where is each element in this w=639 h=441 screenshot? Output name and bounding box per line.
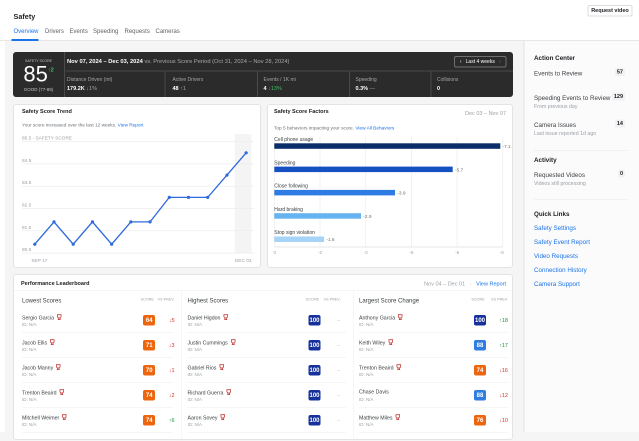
svg-text:0: 0 — [274, 250, 277, 255]
svg-text:-2: -2 — [318, 250, 322, 255]
svg-text:81.5: 81.5 — [22, 225, 32, 231]
svg-text:Close following: Close following — [274, 184, 308, 190]
svg-text:84.5: 84.5 — [22, 158, 32, 164]
svg-text:DEC 03: DEC 03 — [235, 258, 252, 264]
svg-text:80.5: 80.5 — [22, 247, 32, 253]
svg-text:-7.1: -7.1 — [503, 144, 512, 150]
svg-text:-3: -3 — [364, 250, 368, 255]
svg-text:Hard braking: Hard braking — [274, 207, 303, 213]
svg-text:-1.6: -1.6 — [326, 237, 335, 243]
svg-text:85.5 - SAFETY SCORE: 85.5 - SAFETY SCORE — [22, 136, 72, 142]
svg-text:-8: -8 — [500, 250, 504, 255]
svg-text:82.5: 82.5 — [22, 203, 32, 209]
svg-text:-6: -6 — [455, 250, 459, 255]
svg-text:83.5: 83.5 — [22, 180, 32, 186]
svg-text:-3.9: -3.9 — [397, 191, 406, 197]
svg-text:-2.9: -2.9 — [363, 214, 372, 220]
svg-text:Stop sign violation: Stop sign violation — [274, 230, 315, 236]
svg-text:Speeding: Speeding — [274, 160, 295, 166]
svg-text:-5.7: -5.7 — [455, 167, 464, 173]
svg-text:Cell phone usage: Cell phone usage — [274, 137, 313, 143]
svg-text:SEP 17: SEP 17 — [31, 258, 47, 264]
svg-text:-5: -5 — [409, 250, 413, 255]
